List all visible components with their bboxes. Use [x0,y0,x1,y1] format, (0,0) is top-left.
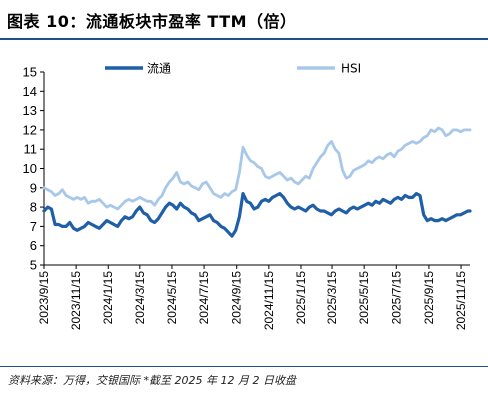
y-tick-label: 10 [23,161,37,176]
x-tick-label: 2023/11/15 [69,271,83,330]
series-line-1 [42,192,472,238]
x-tick-label: 2024/7/15 [197,271,211,325]
y-tick-label: 11 [24,142,38,157]
y-tick-label: 7 [30,219,37,234]
y-tick-label: 14 [23,84,37,99]
legend-label-1: 流通 [147,62,171,76]
x-tick-label: 2023/9/15 [37,271,51,325]
x-tick-label: 2025/5/15 [357,271,371,325]
series-layer [42,126,472,238]
x-tick-label: 2025/11/15 [454,271,468,330]
x-tick-label: 2024/3/15 [133,271,147,325]
y-tick-label: 12 [23,122,37,137]
legend-label-2: HSI [341,62,361,76]
series-line-2 [42,126,472,211]
x-tick-label: 2024/5/15 [165,271,179,325]
y-tick-label: 5 [30,258,37,273]
line-chart: 流通 HSI 5 6 7 8 9 10 11 12 13 14 15 2023/9/15 2023/11/… [23,62,472,330]
source-rule [0,366,488,367]
y-tick-label: 15 [23,65,37,80]
x-tick-label: 2024/11/15 [262,271,276,330]
x-tick-label: 2024/1/15 [101,271,115,325]
y-tick-label: 9 [30,180,37,195]
title-rule [0,38,488,40]
x-tick-label: 2025/7/15 [389,271,403,325]
x-tick-label: 2025/9/15 [422,271,436,325]
legend: 流通 HSI [105,62,361,76]
x-tick-label: 2024/9/15 [230,271,244,325]
y-tick-label: 6 [30,238,37,253]
x-tick-label: 2025/1/15 [294,271,308,325]
source-note: 资料来源：万得，交银国际 *截至 2025 年 12 月 2 日收盘 [8,374,296,387]
x-tick-label: 2025/3/15 [325,271,339,325]
y-tick-label: 13 [23,103,37,118]
chart-title: 图表 10：流通板块市盈率 TTM（倍） [7,12,297,31]
axes: 5 6 7 8 9 10 11 12 13 14 15 2023/9/15 2023/11/15 2024… [23,65,470,330]
y-tick-label: 8 [30,200,37,215]
